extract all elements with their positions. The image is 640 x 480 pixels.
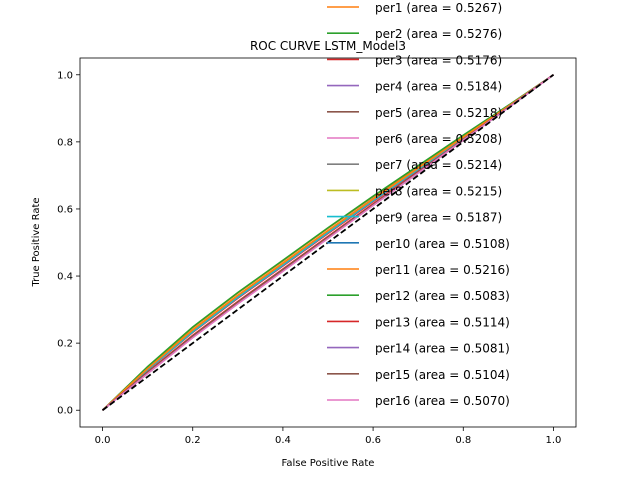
x-tick-label: 0.2 [185,435,201,446]
y-tick-label: 1.0 [57,70,73,81]
legend-entry: per1 (area = 0.5267) [375,1,502,15]
legend-entry: per13 (area = 0.5114) [375,315,510,329]
y-axis-ticks: 0.0 0.2 0.4 0.6 0.8 1.0 [57,70,80,417]
x-tick-label: 1.0 [546,435,562,446]
legend-entry: per11 (area = 0.5216) [375,263,510,277]
x-tick-label: 0.0 [95,435,111,446]
legend-entry: per15 (area = 0.5104) [375,368,510,382]
y-tick-label: 0.6 [57,204,73,215]
legend-entry: per12 (area = 0.5083) [375,289,510,303]
y-tick-label: 0.2 [57,339,73,350]
x-axis-label: False Positive Rate [282,458,375,469]
legend-entry: per9 (area = 0.5187) [375,211,502,225]
legend-entry: per16 (area = 0.5070) [375,394,510,408]
series-line-per16 [102,74,554,411]
chart-title: ROC CURVE LSTM_Model3 [250,39,406,53]
legend-entry: per10 (area = 0.5108) [375,237,510,251]
y-tick-label: 0.0 [57,406,73,417]
plot-frame [79,57,577,428]
series-layer [101,74,554,411]
legend-entry: per6 (area = 0.5208) [375,132,502,146]
x-tick-label: 0.6 [365,435,381,446]
y-axis-label: True Positive Rate [31,197,42,287]
y-tick-label: 0.8 [57,137,73,148]
legend: per1 (area = 0.5267) per2 (area = 0.5276)… [327,1,510,408]
x-tick-label: 0.8 [455,435,471,446]
series-line-per2 [101,74,554,411]
y-tick-label: 0.4 [57,272,73,283]
legend-entry: per7 (area = 0.5214) [375,158,502,172]
legend-entry: per3 (area = 0.5176) [375,53,502,67]
legend-entry: per14 (area = 0.5081) [375,342,510,356]
legend-entry: per4 (area = 0.5184) [375,80,502,94]
x-tick-label: 0.4 [275,435,291,446]
legend-entry: per2 (area = 0.5276) [375,27,502,41]
series-line-per11 [102,74,554,411]
x-axis-ticks: 0.0 0.2 0.4 0.6 0.8 1.0 [95,427,562,446]
legend-entry: per5 (area = 0.5218) [375,106,502,120]
legend-entry: per8 (area = 0.5215) [375,184,502,198]
